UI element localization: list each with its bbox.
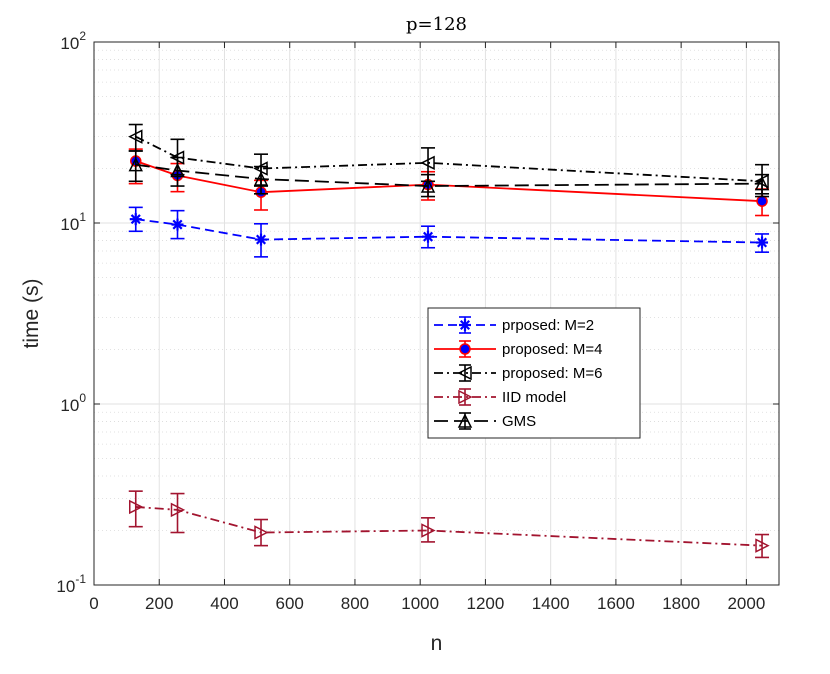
- marker-star-stroke: [130, 214, 141, 225]
- legend-item: IID model: [434, 388, 566, 406]
- y-tick-label: 101: [60, 210, 86, 234]
- marker-circle: [756, 195, 768, 207]
- x-tick-label: 1800: [662, 594, 700, 613]
- marker-star-stroke: [757, 237, 768, 248]
- marker-triangle-right: [458, 389, 473, 405]
- y-tick-exponent: 0: [79, 391, 86, 405]
- legend-box: [427, 307, 641, 439]
- x-tick-label: 1400: [532, 594, 570, 613]
- ticks: 0 200 400 600 800 1000 1200 1400 1600 1800 200010-…: [56, 29, 779, 613]
- marker-star-stroke: [172, 219, 183, 230]
- marker-star: [171, 218, 184, 231]
- y-tick-base: 10: [60, 215, 79, 234]
- marker-star: [129, 213, 142, 226]
- marker-star: [756, 236, 769, 249]
- marker-star: [459, 319, 471, 331]
- y-tick-label: 10-1: [56, 572, 86, 596]
- legend-label: proposed: M=4: [502, 341, 602, 358]
- marker-triangle-up: [420, 178, 436, 193]
- marker-circle: [459, 343, 471, 355]
- series-1: [128, 206, 770, 258]
- marker-triangle-left: [128, 129, 143, 144]
- marker-triangle-right: [755, 538, 770, 553]
- x-tick-label: 200: [145, 594, 173, 613]
- legend-label: proposed: M=6: [502, 365, 602, 382]
- axes-box: [93, 41, 780, 586]
- marker-triangle-up: [457, 413, 473, 428]
- x-tick-label: 800: [341, 594, 369, 613]
- legend: prposed: M=2 proposed: M=4 proposed: M=6 II…: [427, 307, 641, 439]
- legend-label: prposed: M=2: [502, 317, 594, 334]
- x-tick-label: 1200: [467, 594, 505, 613]
- marker-triangle-up: [128, 157, 143, 172]
- x-tick-label: 1600: [597, 594, 635, 613]
- marker-triangle-right: [421, 523, 436, 538]
- x-axis-label: n: [431, 632, 443, 655]
- marker-star: [422, 230, 435, 243]
- x-tick-label: 400: [210, 594, 238, 613]
- legend-item: prposed: M=2: [434, 316, 594, 334]
- marker-triangle-right: [254, 525, 269, 540]
- y-tick-base: 10: [60, 396, 79, 415]
- marker-triangle-right: [129, 499, 144, 515]
- legend-item: proposed: M=4: [434, 340, 602, 358]
- y-tick-base: 10: [60, 34, 79, 53]
- legend-item: proposed: M=6: [434, 364, 602, 382]
- series-5: [128, 150, 770, 198]
- y-tick-exponent: 1: [79, 210, 86, 224]
- marker-triangle-up: [253, 171, 269, 186]
- y-tick-exponent: -1: [75, 572, 86, 586]
- marker-star: [255, 233, 268, 246]
- x-tick-label: 2000: [727, 594, 765, 613]
- marker-triangle-left: [457, 365, 472, 381]
- legend-item: GMS: [434, 412, 536, 430]
- marker-star-stroke: [422, 231, 434, 242]
- legend-label: IID model: [502, 389, 566, 406]
- marker-triangle-up: [754, 175, 770, 191]
- y-axis-label: time (s): [20, 279, 43, 349]
- marker-triangle-left: [420, 155, 435, 171]
- legend-label: GMS: [502, 413, 536, 430]
- y-tick-base: 10: [56, 577, 75, 596]
- x-tick-label: 600: [276, 594, 304, 613]
- y-tick-label: 102: [60, 29, 86, 53]
- marker-star-stroke: [459, 319, 471, 331]
- x-tick-label: 0: [89, 594, 98, 613]
- marker-triangle-up: [170, 162, 185, 178]
- marker-triangle-right: [170, 502, 186, 518]
- x-tick-label: 1000: [401, 594, 439, 613]
- chart-title: p=128: [406, 14, 467, 35]
- y-tick-label: 100: [60, 391, 86, 415]
- y-tick-exponent: 2: [79, 29, 86, 43]
- series-4: [128, 490, 770, 559]
- marker-star-stroke: [255, 234, 267, 245]
